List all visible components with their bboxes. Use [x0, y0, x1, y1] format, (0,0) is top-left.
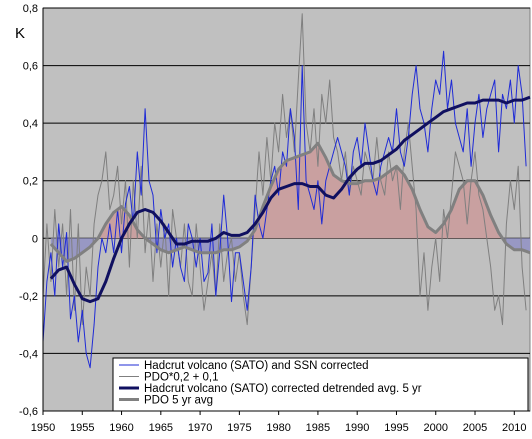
pdo-avg-line	[49, 141, 531, 263]
legend-entry: Hadcrut volcano (SATO) corrected detrend…	[144, 383, 422, 395]
y-tick-label: 0,4	[23, 118, 38, 130]
y-tick-label: -0,4	[19, 348, 38, 360]
legend-entry: PDO 5 yr avg	[144, 395, 213, 407]
y-tick-label: 0,8	[23, 3, 38, 15]
y-tick-label: 0,2	[23, 176, 38, 188]
x-tick-label: 2000	[423, 422, 447, 434]
x-tick-label: 1950	[31, 422, 55, 434]
x-tick-label: 1955	[70, 422, 94, 434]
y-tick-label: -0,6	[19, 406, 38, 418]
x-tick-label: 1975	[227, 422, 251, 434]
x-tick-label: 1985	[306, 422, 330, 434]
legend-entry: PDO*0,2 + 0,1	[144, 372, 218, 384]
hadcrut-corrected-line	[42, 50, 527, 369]
y-tick-label: 0,6	[23, 61, 38, 73]
y-axis-unit-label: K	[15, 25, 25, 42]
legend-box	[112, 357, 529, 412]
x-tick-label: 1970	[188, 422, 212, 434]
pdo-scaled-line	[42, 13, 527, 326]
hadcrut-detrended-avg-line	[49, 95, 531, 304]
x-tick-label: 2005	[463, 422, 487, 434]
series-lines	[42, 13, 531, 369]
legend-entry: Hadcrut volcano (SATO) and SSN corrected	[144, 360, 369, 372]
y-tick-label: 0	[32, 233, 38, 245]
x-tick-label: 1995	[384, 422, 408, 434]
x-tick-label: 1965	[149, 422, 173, 434]
legend: Hadcrut volcano (SATO) and SSN corrected…	[112, 357, 529, 412]
x-tick-label: 1960	[109, 422, 133, 434]
y-tick-label: -0,2	[19, 291, 38, 303]
x-tick-label: 1980	[266, 422, 290, 434]
x-tick-label: 2010	[502, 422, 526, 434]
x-tick-label: 1990	[345, 422, 369, 434]
